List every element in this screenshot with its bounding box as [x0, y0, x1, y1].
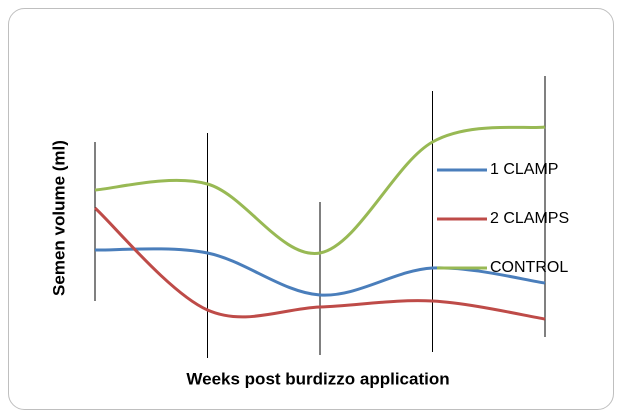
legend-label: 2 CLAMPS	[490, 210, 569, 227]
legend-label: CONTROL	[490, 259, 568, 276]
y-axis-label: Semen volume (ml)	[49, 140, 68, 296]
series-line	[93, 206, 546, 321]
x-axis-label: Weeks post burdizzo application	[186, 369, 449, 388]
chart-border	[8, 8, 614, 410]
legend-label: 1 CLAMP	[490, 161, 558, 178]
series-line	[94, 125, 546, 255]
